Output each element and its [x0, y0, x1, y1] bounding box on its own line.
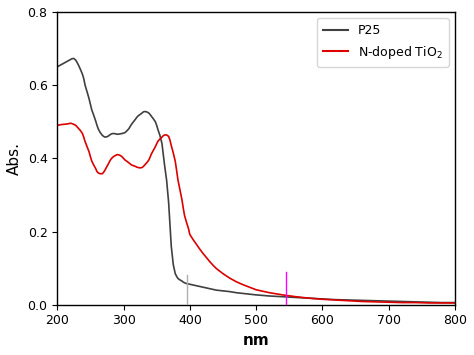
P25	[186, 282, 191, 286]
N-doped TiO$_2$	[55, 123, 60, 127]
Y-axis label: Abs.: Abs.	[7, 142, 22, 175]
N-doped TiO$_2$	[186, 226, 191, 231]
P25	[220, 289, 226, 293]
N-doped TiO$_2$	[452, 301, 458, 305]
N-doped TiO$_2$	[306, 296, 312, 300]
Line: P25: P25	[57, 59, 455, 302]
P25	[373, 299, 378, 303]
P25	[452, 300, 458, 305]
P25	[200, 285, 206, 289]
N-doped TiO$_2$	[114, 153, 120, 157]
P25	[55, 65, 60, 69]
P25	[306, 296, 312, 300]
P25	[114, 132, 120, 136]
Legend: P25, N-doped TiO$_2$: P25, N-doped TiO$_2$	[317, 18, 449, 67]
P25	[439, 300, 445, 305]
P25	[71, 56, 77, 61]
N-doped TiO$_2$	[220, 272, 226, 276]
N-doped TiO$_2$	[373, 300, 378, 304]
N-doped TiO$_2$	[200, 251, 206, 256]
Line: N-doped TiO$_2$: N-doped TiO$_2$	[57, 123, 455, 303]
N-doped TiO$_2$	[426, 301, 431, 305]
N-doped TiO$_2$	[68, 121, 73, 125]
X-axis label: nm: nm	[243, 333, 270, 348]
